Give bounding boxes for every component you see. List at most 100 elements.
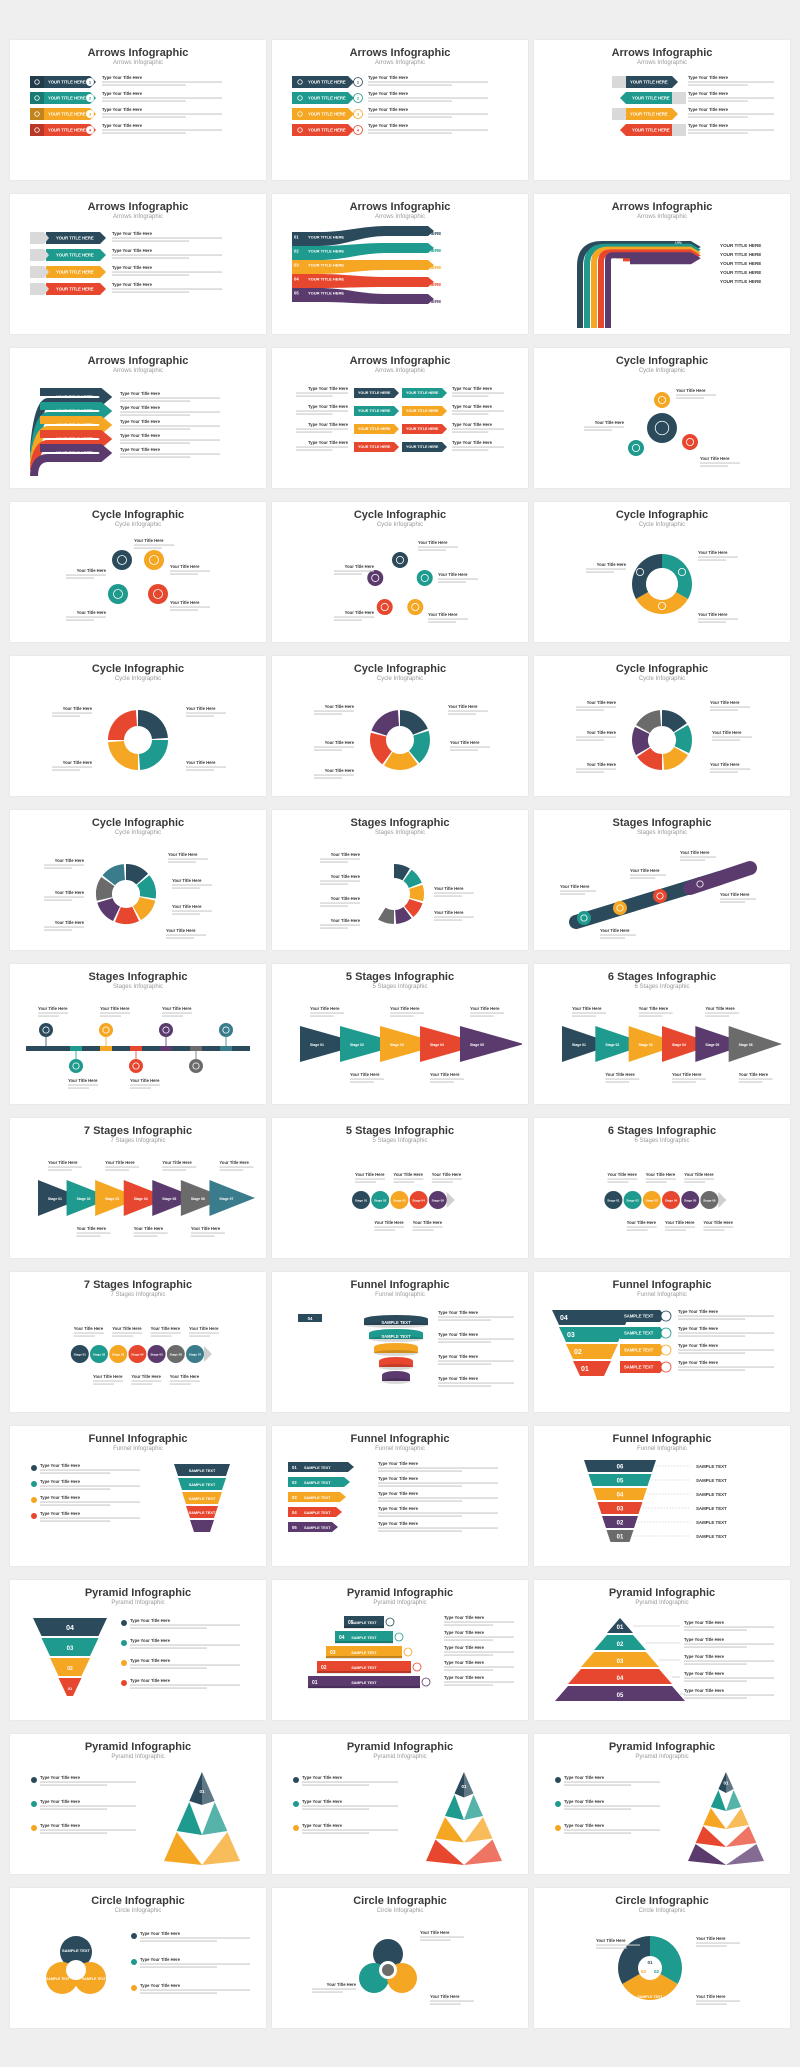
body-text-line <box>605 1078 640 1080</box>
slide-thumbnail[interactable]: Arrows Infographic Arrows Infographic YOUR… <box>272 348 528 488</box>
body-text-line <box>190 1235 215 1237</box>
slide-thumbnail[interactable]: Funnel Infographic Funnel Infographic 06 SA… <box>534 1426 790 1566</box>
slide-thumbnail[interactable]: Cycle Infographic Cycle Infographic Your T… <box>272 502 528 642</box>
slide-thumbnail[interactable]: Arrows Infographic Arrows Infographic YOUR… <box>10 194 266 334</box>
slide-subtitle: 7 Stages Infographic <box>110 1138 166 1144</box>
slide-thumbnail[interactable]: Arrows Infographic Arrows Infographic YOUR… <box>10 40 266 180</box>
slide-thumbnail[interactable]: Pyramid Infographic Pyramid Infographic 05… <box>272 1580 528 1720</box>
body-text-line <box>302 1784 370 1786</box>
slide-thumbnail[interactable]: Stages Infographic Stages Infographic Your… <box>10 964 266 1104</box>
label-bar <box>620 1344 665 1356</box>
body-text-line <box>368 132 452 134</box>
slide-thumbnail[interactable]: Cycle Infographic Cycle Infographic Your T… <box>10 656 266 796</box>
arrow-label: YOUR TITLE HERE <box>48 96 86 101</box>
arrow-label: YOUR TITLE HERE <box>406 427 439 431</box>
pyramid-layer <box>568 1669 672 1684</box>
slide-subtitle: Circle Infographic <box>376 1908 424 1914</box>
item-title: Type Your Title Here <box>444 1675 485 1680</box>
slide-thumbnail[interactable]: Funnel Infographic Funnel Infographic SAMP… <box>272 1272 528 1412</box>
slide-thumbnail[interactable]: Cycle Infographic Cycle Infographic Your T… <box>10 502 266 642</box>
infographic-art: Stage 01 Your Title Here Stage 02 Your Titl… <box>604 1172 733 1231</box>
timeline-seg <box>160 1046 172 1051</box>
check-icon <box>555 1777 561 1783</box>
slide-thumbnail[interactable]: Arrows Infographic Arrows Infographic YOUR… <box>534 40 790 180</box>
slide-thumbnail[interactable]: Circle Infographic Circle Infographic SAMP… <box>10 1888 266 2028</box>
item-title: Your Title Here <box>720 892 750 897</box>
number: 02 <box>294 249 299 254</box>
slide-thumbnail[interactable]: Funnel Infographic Funnel Infographic Type… <box>10 1426 266 1566</box>
slide-thumbnail[interactable]: Pyramid Infographic Pyramid Infographic Ty… <box>10 1734 266 1874</box>
arrow-label: YOUR TITLE HERE <box>48 128 86 133</box>
slide-title: Circle Infographic <box>615 1895 709 1907</box>
slide-subtitle: Funnel Infographic <box>113 1446 163 1452</box>
item-title: Type Your Title Here <box>308 422 349 427</box>
check-icon <box>131 1985 137 1991</box>
body-text-line <box>296 449 333 451</box>
step-label: SAMPLE TEXT <box>351 1636 377 1640</box>
body-text-line <box>150 1332 181 1334</box>
slide-thumbnail[interactable]: Arrows Infographic Arrows Infographic YOUR… <box>10 348 266 488</box>
slide-thumbnail[interactable]: 5 Stages Infographic 5 Stages Infographic… <box>272 964 528 1104</box>
item-title: Your Title Here <box>331 918 361 923</box>
slide-thumbnail[interactable]: Cycle Infographic Cycle Infographic Your T… <box>272 656 528 796</box>
stage-label: Stage 03 <box>390 1043 404 1047</box>
icon-badge <box>404 1648 412 1656</box>
slide-thumbnail[interactable]: Arrows Infographic Arrows Infographic 10% Y… <box>534 194 790 334</box>
slide-thumbnail[interactable]: 7 Stages Infographic 7 Stages Infographic… <box>10 1272 266 1412</box>
slide-subtitle: Arrows Infographic <box>374 60 426 66</box>
slide-thumbnail[interactable]: 7 Stages Infographic 7 Stages Infographic… <box>10 1118 266 1258</box>
body-text-line <box>438 1363 492 1365</box>
number: 03 <box>292 1495 297 1500</box>
slide-thumbnail[interactable]: Pyramid Infographic Pyramid Infographic Ty… <box>272 1734 528 1874</box>
item-title: Your Title Here <box>450 740 480 745</box>
slide-thumbnail[interactable]: Circle Infographic Circle Infographic Your… <box>272 1888 528 2028</box>
number: 02 <box>617 1642 624 1648</box>
slide-thumbnail[interactable]: Cycle Infographic Cycle Infographic Your T… <box>534 348 790 488</box>
body-text-line <box>596 1947 627 1949</box>
slide-thumbnail[interactable]: Funnel Infographic Funnel Infographic 04 SA… <box>534 1272 790 1412</box>
stage-circle <box>409 1191 428 1209</box>
item-title: Type Your Title Here <box>444 1645 485 1650</box>
slide-subtitle: Cycle Infographic <box>114 830 162 836</box>
slide-thumbnail[interactable]: Pyramid Infographic Pyramid Infographic 04… <box>10 1580 266 1720</box>
slide-thumbnail[interactable]: Cycle Infographic Cycle Infographic Your T… <box>534 502 790 642</box>
funnel-label: SAMPLE TEXT <box>304 1511 331 1515</box>
slide-thumbnail[interactable]: Cycle Infographic Cycle Infographic Your T… <box>10 810 266 950</box>
slide-thumbnail[interactable]: Arrows Infographic Arrows Infographic 01 YO… <box>272 194 528 334</box>
slide-thumbnail[interactable]: Pyramid Infographic Pyramid Infographic Ty… <box>534 1734 790 1874</box>
slide-title: Pyramid Infographic <box>84 1587 192 1599</box>
ring-segment <box>96 877 115 901</box>
node-circle <box>219 1023 233 1037</box>
body-text-line <box>44 867 72 869</box>
item-title: Your Title Here <box>587 762 617 767</box>
node-circle <box>112 550 132 570</box>
slide-thumbnail[interactable]: Stages Infographic Stages Infographic Your… <box>534 810 790 950</box>
slide-thumbnail[interactable]: Circle Infographic Circle Infographic 01 03… <box>534 1888 790 2028</box>
item-title: Your Title Here <box>390 1006 420 1011</box>
slide-thumbnail[interactable]: Funnel Infographic Funnel Infographic 01 SA… <box>272 1426 528 1566</box>
body-text-line <box>680 856 716 858</box>
item-title: Type Your Title Here <box>102 75 143 80</box>
percent: 50% <box>675 280 683 284</box>
number: 04 <box>723 1835 729 1840</box>
body-text-line <box>712 736 752 738</box>
slide-thumbnail[interactable]: 6 Stages Infographic 6 Stages Infographic… <box>534 964 790 1104</box>
body-text-line <box>710 771 738 773</box>
slide-thumbnail[interactable]: 5 Stages Infographic 5 Stages Infographic… <box>272 1118 528 1258</box>
body-text-line <box>40 1784 108 1786</box>
petal-label: SAMPLE TEXT <box>46 1977 71 1981</box>
slide-title: Arrows Infographic <box>349 201 451 213</box>
stage-triangle <box>460 1026 522 1062</box>
slide-thumbnail[interactable]: 6 Stages Infographic 6 Stages Infographic… <box>534 1118 790 1258</box>
arrow-label: YOUR TITLE HERE <box>358 427 391 431</box>
slide-subtitle: Pyramid Infographic <box>373 1754 427 1760</box>
item-title: Type Your Title Here <box>678 1360 719 1365</box>
slide-thumbnail[interactable]: Pyramid Infographic Pyramid Infographic 01… <box>534 1580 790 1720</box>
slide-thumbnail[interactable]: Stages Infographic Stages Infographic Your… <box>272 810 528 950</box>
slide-thumbnail[interactable]: Arrows Infographic Arrows Infographic YOUR… <box>272 40 528 180</box>
pyramid-face <box>189 1772 202 1805</box>
body-text-line <box>310 1012 344 1014</box>
item-title: Your Title Here <box>166 928 196 933</box>
slide-thumbnail[interactable]: Cycle Infographic Cycle Infographic Your T… <box>534 656 790 796</box>
